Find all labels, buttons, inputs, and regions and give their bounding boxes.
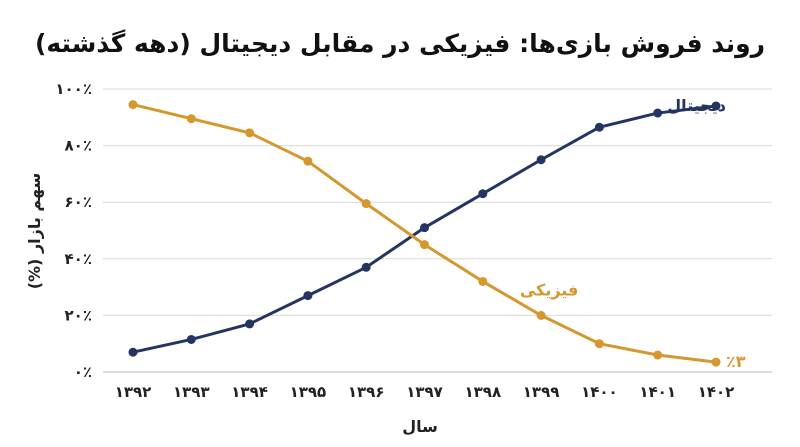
y-axis-label: سهم بازار (%) xyxy=(25,173,44,290)
data-point xyxy=(653,350,663,360)
y-tick-label: ۴۰٪ xyxy=(65,250,92,268)
x-tick-label: ۱۳۹۳ xyxy=(173,383,210,401)
data-point xyxy=(536,155,546,165)
data-point xyxy=(303,156,313,166)
data-point xyxy=(478,276,488,286)
series-line xyxy=(131,103,718,364)
y-tick-label: ۶۰٪ xyxy=(65,193,92,211)
x-tick-labels: ۱۳۹۲ ۱۳۹۳ ۱۳۹۴ ۱۳۹۵ ۱۳۹۶ ۱۳۹۷ ۱۳۹۸ ۱۳۹۹ ۱۴۰۰ ۱۴۰۱… xyxy=(115,383,735,401)
series-label-digital: دیجیتال xyxy=(667,96,726,115)
x-tick-label: ۱۳۹۲ xyxy=(115,383,152,401)
data-point xyxy=(186,114,196,124)
series-1 xyxy=(128,100,721,367)
data-point xyxy=(711,357,721,367)
x-tick-label: ۱۳۹۵ xyxy=(290,383,327,401)
x-tick-label: ۱۴۰۰ xyxy=(581,383,618,401)
x-tick-label: ۱۳۹۷ xyxy=(406,383,443,401)
data-point xyxy=(361,199,371,209)
data-point xyxy=(536,310,546,320)
y-tick-label: ۰٪ xyxy=(74,363,92,381)
data-point xyxy=(420,223,429,233)
series-0 xyxy=(128,101,721,357)
gridlines xyxy=(103,88,772,373)
data-point xyxy=(420,240,429,250)
y-tick-label: ۲۰٪ xyxy=(65,306,92,324)
x-tick-label: ۱۳۹۶ xyxy=(348,383,385,401)
y-tick-label: ۸۰٪ xyxy=(65,137,92,155)
end-value-annotation: ٪۳ xyxy=(726,352,746,371)
x-tick-label: ۱۳۹۹ xyxy=(523,383,560,401)
data-point xyxy=(186,334,196,344)
data-point xyxy=(653,108,663,118)
y-tick-labels: ۰٪ ۲۰٪ ۴۰٪ ۶۰٪ ۸۰٪ ۱۰۰٪ xyxy=(55,80,92,381)
data-point xyxy=(128,100,138,110)
x-tick-label: ۱۳۹۸ xyxy=(464,383,501,401)
data-point xyxy=(245,319,255,329)
data-point xyxy=(594,339,604,349)
data-point xyxy=(303,291,313,301)
y-tick-label: ۱۰۰٪ xyxy=(55,80,92,98)
data-point xyxy=(361,262,371,272)
data-point xyxy=(594,122,604,132)
data-point xyxy=(128,347,138,357)
data-point xyxy=(478,189,488,199)
x-tick-label: ۱۴۰۱ xyxy=(639,383,676,401)
series-label-physical: فیزیکی xyxy=(520,280,578,299)
chart-title: روند فروش بازی‌ها: فیزیکی در مقابل دیجیت… xyxy=(35,29,765,59)
series-labels: دیجیتال فیزیکی ٪۳ xyxy=(520,96,746,371)
data-point xyxy=(245,128,255,138)
x-tick-label: ۱۴۰۲ xyxy=(698,383,735,401)
x-axis-label: سال xyxy=(402,417,438,436)
x-tick-label: ۱۳۹۴ xyxy=(231,383,268,401)
data-point xyxy=(711,101,721,111)
series xyxy=(128,100,721,367)
